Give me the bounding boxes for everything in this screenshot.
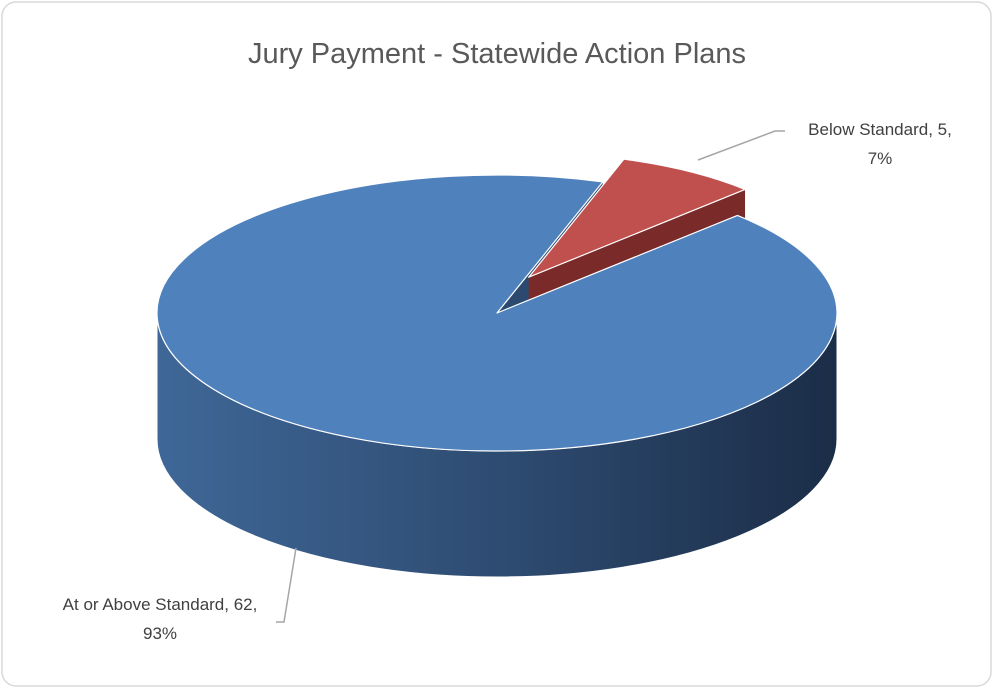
label-line: 93% — [143, 624, 177, 643]
slice — [528, 158, 746, 278]
chart-title: Jury Payment - Statewide Action Plans — [248, 38, 746, 70]
label-line: Below Standard, 5, — [808, 120, 952, 139]
slice — [156, 174, 838, 452]
leader-line — [697, 130, 785, 161]
pie — [156, 158, 838, 578]
label-line: At or Above Standard, 62, — [63, 595, 258, 614]
data-label: Below Standard, 5, 7% — [808, 120, 952, 168]
label-line: 7% — [868, 149, 893, 168]
data-label: At or Above Standard, 62, 93% — [63, 595, 258, 643]
leader-line — [276, 547, 297, 623]
